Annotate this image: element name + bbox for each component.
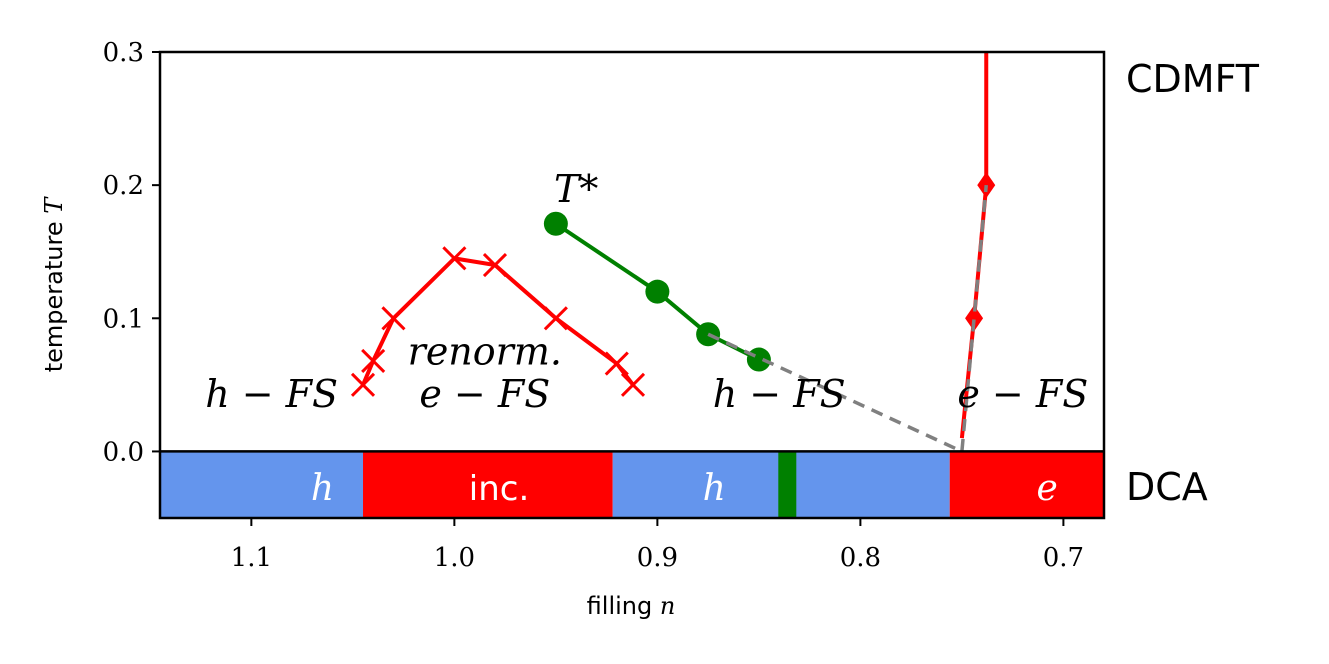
series-layer xyxy=(350,52,996,454)
series-1-point-0 xyxy=(543,211,568,236)
series-0-point-3-b xyxy=(442,246,467,271)
series-0-point-4 xyxy=(482,252,508,278)
plot-frame xyxy=(158,50,1106,520)
series-0-point-7-b xyxy=(620,372,646,397)
axes xyxy=(158,50,1106,520)
series-3-point-1 xyxy=(965,305,984,332)
series-0-point-2 xyxy=(381,306,406,331)
x-tick-label-3: 0.8 xyxy=(840,543,881,573)
series-0-point-3 xyxy=(442,246,467,271)
dca-label: DCA xyxy=(1126,465,1208,509)
dca-bands: h inc. h e xyxy=(160,451,1104,518)
series-0-point-1-b xyxy=(361,348,386,373)
x-tick-label-1: 1.0 xyxy=(434,543,475,573)
series-0-point-2-b xyxy=(381,306,406,331)
annotation-2: e − FS xyxy=(419,372,550,416)
dca-band-label-3: e xyxy=(1037,468,1058,509)
dca-band-label-0: h xyxy=(311,468,334,509)
x-axis-label: filling n xyxy=(587,592,676,620)
dca-band-0 xyxy=(160,451,364,518)
annotation-5: T* xyxy=(554,167,598,211)
series-line-0 xyxy=(361,256,635,387)
series-0-point-7 xyxy=(620,372,646,397)
annotation-1: renorm. xyxy=(408,330,562,374)
series-0-point-6-b xyxy=(604,351,629,376)
annotation-3: h − FS xyxy=(713,372,846,416)
series-0-point-5 xyxy=(543,306,568,331)
x-tick-label-4: 0.7 xyxy=(1043,543,1084,573)
x-tick-label-0: 1.1 xyxy=(231,543,272,573)
annotation-0: h − FS xyxy=(205,372,338,416)
series-0-point-4-b xyxy=(482,252,508,278)
ticks: 1.1 1.0 0.9 0.8 0.7 0.0 0.1 0.2 0.3 xyxy=(103,38,1084,573)
y-tick-label-1: 0.1 xyxy=(103,304,144,334)
x-tick-label-2: 0.9 xyxy=(637,543,678,573)
series-0-point-5-b xyxy=(543,306,568,331)
cdmft-label: CDMFT xyxy=(1126,57,1260,101)
dca-band-label-1: inc. xyxy=(469,469,530,509)
series-0-point-0-b xyxy=(350,372,376,397)
y-tick-label-2: 0.2 xyxy=(103,171,144,201)
series-0-point-6 xyxy=(604,351,629,376)
series-1-point-1 xyxy=(645,279,670,304)
dca-band-label-2: h xyxy=(703,468,726,509)
dca-marker xyxy=(778,451,797,518)
dca-band-3 xyxy=(949,451,1104,518)
y-tick-label-3: 0.3 xyxy=(103,38,144,68)
dca-band-1 xyxy=(363,451,613,518)
y-tick-label-0: 0.0 xyxy=(103,437,144,467)
series-0-point-0 xyxy=(350,372,376,397)
series-0-point-1 xyxy=(361,348,386,373)
series-1-point-3 xyxy=(746,347,771,372)
y-axis-label: temperature T xyxy=(40,196,68,372)
annotation-4: e − FS xyxy=(957,372,1088,416)
